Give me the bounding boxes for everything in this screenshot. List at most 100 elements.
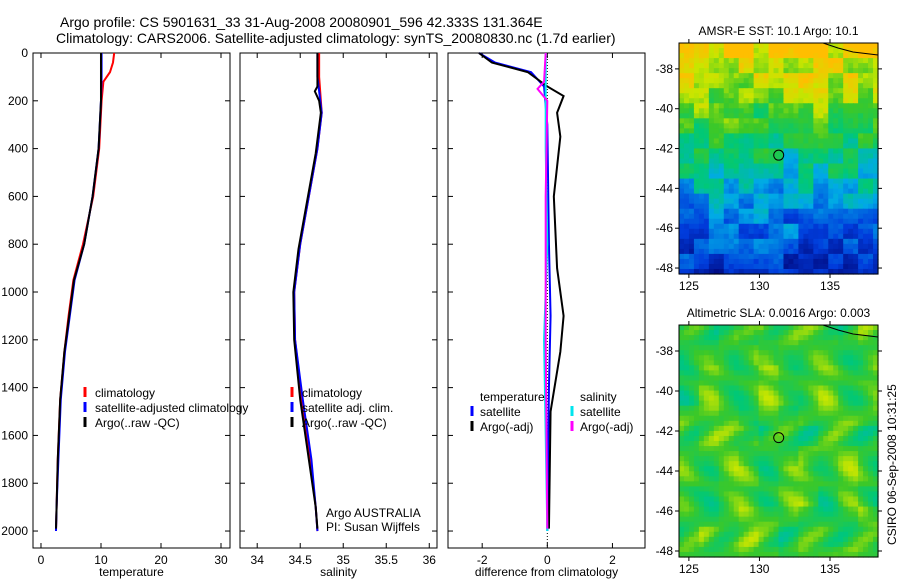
map-cell: [703, 531, 710, 538]
map-cell: [683, 335, 690, 341]
map-cell: [679, 370, 685, 377]
map-cell: [863, 63, 869, 69]
map-cell: [683, 511, 690, 518]
map-cell: [723, 58, 730, 64]
map-cell: [748, 541, 755, 548]
map-cell: [783, 506, 790, 513]
map-cell: [713, 405, 720, 412]
map-cell: [808, 128, 814, 134]
map-cell: [773, 405, 780, 412]
map-cell: [738, 268, 745, 275]
map-cell: [733, 133, 740, 140]
map-cell: [693, 380, 700, 387]
map-cell: [718, 133, 725, 140]
map-cell: [828, 340, 834, 346]
map-cell: [753, 425, 760, 432]
map-cell: [828, 451, 834, 457]
map-cell: [798, 375, 804, 382]
map-cell: [843, 355, 849, 361]
map-cell: [713, 516, 720, 523]
map-cell: [833, 103, 839, 109]
map-cell: [708, 420, 715, 427]
map-cell: [813, 213, 819, 220]
map-cell: [758, 193, 765, 200]
map-cell: [858, 223, 864, 230]
map-cell: [738, 188, 745, 195]
map-cell: [788, 148, 795, 155]
map-cell: [679, 456, 685, 462]
map-cell: [753, 223, 760, 230]
map-cell: [703, 133, 710, 140]
map-cell: [768, 425, 775, 432]
map-cell: [843, 491, 849, 498]
map-cell: [683, 73, 690, 79]
map-cell: [833, 385, 839, 392]
y-tick-label: -44: [656, 464, 674, 478]
map-cell: [728, 360, 735, 366]
map-cell: [708, 405, 715, 412]
map-cell: [873, 541, 879, 548]
map-cell: [858, 390, 864, 397]
map-cell: [773, 395, 780, 402]
map-cell: [733, 335, 740, 341]
map-cell: [793, 183, 799, 190]
map-cell: [838, 138, 844, 145]
map-cell: [848, 263, 854, 270]
map-cell: [768, 435, 775, 442]
map-cell: [748, 491, 755, 498]
map-cell: [848, 546, 854, 553]
map-cell: [758, 233, 765, 240]
map-cell: [708, 340, 715, 346]
map-cell: [843, 385, 849, 392]
map-cell: [753, 340, 760, 346]
map-cell: [858, 228, 864, 235]
map-cell: [873, 233, 879, 240]
map-cell: [868, 531, 874, 538]
map-cell: [858, 496, 864, 503]
map-cell: [763, 108, 770, 114]
map-cell: [758, 430, 765, 437]
map-cell: [838, 466, 844, 472]
map-cell: [753, 551, 760, 558]
map-cell: [693, 360, 700, 366]
map-cell: [688, 390, 695, 397]
map-cell: [863, 521, 869, 528]
map-cell: [683, 521, 690, 528]
map-cell: [728, 385, 735, 392]
map-cell: [733, 446, 740, 452]
map-cell: [758, 93, 765, 99]
map-cell: [798, 123, 804, 129]
map-cell: [848, 541, 854, 548]
map-cell: [688, 153, 695, 160]
map-cell: [698, 481, 705, 487]
map-cell: [733, 113, 740, 119]
map-cell: [863, 405, 869, 412]
map-cell: [738, 355, 745, 361]
map-cell: [768, 258, 775, 265]
map-cell: [798, 516, 804, 523]
map-cell: [768, 446, 775, 452]
map-cell: [763, 118, 770, 124]
map-cell: [868, 335, 874, 341]
map-cell: [713, 203, 720, 210]
map-cell: [738, 435, 745, 442]
map-cell: [848, 501, 854, 508]
map-cell: [858, 48, 864, 54]
map-cell: [778, 506, 785, 513]
map-cell: [698, 335, 705, 341]
map-cell: [803, 193, 809, 200]
map-cell: [773, 435, 780, 442]
map-cell: [693, 243, 700, 250]
map-cell: [728, 253, 735, 260]
map-cell: [768, 360, 775, 366]
map-cell: [803, 435, 809, 442]
map-cell: [708, 43, 715, 49]
map-cell: [788, 128, 795, 134]
map-cell: [778, 78, 785, 84]
map-cell: [798, 233, 804, 240]
map-cell: [783, 228, 790, 235]
map-cell: [698, 83, 705, 89]
map-cell: [703, 506, 710, 513]
map-cell: [733, 420, 740, 427]
map-cell: [808, 536, 814, 543]
